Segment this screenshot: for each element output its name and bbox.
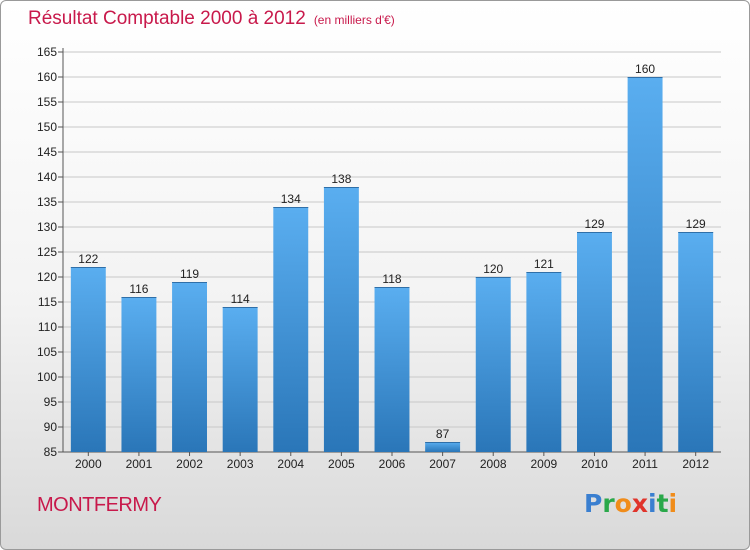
x-tick-label-2000: 2000 [75,457,102,471]
city-name: MONTFERMY [37,494,162,516]
y-tick-label: 130 [37,220,57,234]
bar-2005 [323,187,359,452]
data-label-2008: 120 [483,262,503,276]
x-tick-label-2011: 2011 [632,457,658,471]
y-tick-label: 160 [37,70,57,84]
data-label-2011: 160 [635,62,655,76]
chart-subtitle: (en milliers d'€) [313,13,395,27]
y-tick-label: 85 [44,445,58,459]
data-label-2012: 129 [686,217,706,231]
x-tick-label-2003: 2003 [227,457,254,471]
bar-2003 [222,307,258,452]
x-tick-label-2004: 2004 [277,457,304,471]
data-label-2009: 121 [534,257,554,271]
data-label-2006: 118 [382,272,401,286]
y-tick-label: 100 [37,370,57,384]
y-tick-label: 105 [37,345,57,359]
bar-2010 [576,232,612,452]
chart-title-text: Résultat Comptable 2000 à 2012 [28,8,306,29]
x-tick-label-2001: 2001 [126,457,153,471]
data-label-2003: 114 [231,292,250,306]
x-tick-label-2005: 2005 [328,457,355,471]
bar-2006 [374,287,410,452]
y-tick-label: 120 [37,270,57,284]
bar-2007 [425,442,461,452]
bar-2009 [526,272,562,452]
proxiti-logo: Proxiti [584,489,678,518]
bar-2000 [70,267,106,452]
bar-2004 [273,207,309,452]
chart-title: Résultat Comptable 2000 à 2012 (en millie… [28,8,395,30]
axes: 85 90 95 100 105 110 115 120 125 130 135 140 145 150 1… [37,45,721,471]
x-tick-label-2010: 2010 [581,457,608,471]
y-tick-label: 140 [37,170,57,184]
x-tick-label-2006: 2006 [379,457,406,471]
bar-2002 [172,282,208,452]
bar-2012 [678,232,714,452]
y-tick-label: 125 [37,245,57,259]
y-tick-label: 110 [38,320,57,334]
y-tick-label: 90 [44,420,58,434]
y-tick-label: 165 [37,45,57,59]
data-label-2005: 138 [331,172,351,186]
data-label-2000: 122 [78,252,98,266]
bar-2001 [121,297,157,452]
data-label-2007: 87 [436,427,450,441]
data-labels: 122 116 119 114 134 138 118 87 120 121 129 160 129 [78,62,706,441]
data-label-2010: 129 [584,217,604,231]
bars [70,77,714,452]
bar-2008 [475,277,511,452]
y-tick-label: 155 [37,95,57,109]
y-tick-label: 95 [44,395,58,409]
y-tick-label: 145 [37,145,57,159]
y-tick-label: 115 [38,295,57,309]
x-tick-label-2008: 2008 [480,457,507,471]
x-tick-label-2012: 2012 [682,457,709,471]
data-label-2001: 116 [129,282,148,296]
bar-2011 [627,77,663,452]
x-tick-label-2007: 2007 [429,457,456,471]
x-tick-label-2002: 2002 [176,457,203,471]
data-label-2004: 134 [281,192,301,206]
x-tick-label-2009: 2009 [530,457,557,471]
data-label-2002: 119 [180,267,199,281]
y-tick-label: 135 [37,195,57,209]
y-tick-label: 150 [37,120,57,134]
